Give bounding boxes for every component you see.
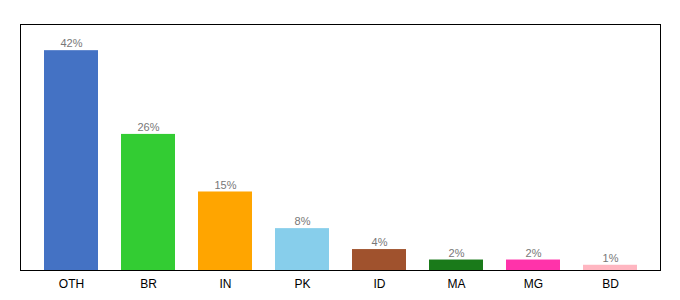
svg-text:IN: IN — [220, 277, 232, 291]
svg-text:PK: PK — [294, 277, 310, 291]
svg-text:1%: 1% — [603, 252, 619, 264]
svg-text:BD: BD — [602, 277, 619, 291]
svg-text:2%: 2% — [449, 247, 465, 259]
svg-text:26%: 26% — [137, 121, 159, 133]
svg-text:8%: 8% — [295, 215, 311, 227]
svg-text:4%: 4% — [372, 236, 388, 248]
svg-text:ID: ID — [374, 277, 386, 291]
svg-text:15%: 15% — [214, 179, 236, 191]
svg-text:MA: MA — [448, 277, 466, 291]
svg-text:OTH: OTH — [59, 277, 84, 291]
svg-text:BR: BR — [140, 277, 157, 291]
svg-text:2%: 2% — [526, 247, 542, 259]
svg-text:MG: MG — [524, 277, 543, 291]
svg-text:42%: 42% — [60, 37, 82, 49]
